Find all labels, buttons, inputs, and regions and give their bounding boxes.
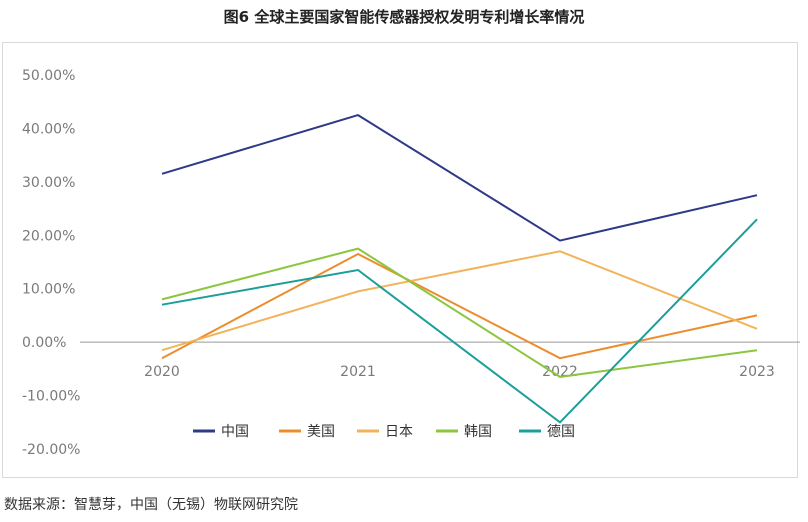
- y-tick-label: 30.00%: [22, 175, 75, 191]
- y-tick-label: 50.00%: [22, 68, 75, 84]
- legend-label: 德国: [547, 424, 575, 440]
- series-line-3: [161, 250, 758, 352]
- y-tick-label: 40.00%: [22, 121, 75, 137]
- y-tick-label: -20.00%: [22, 442, 80, 458]
- y-tick-label: 0.00%: [22, 335, 66, 351]
- data-source-note: 数据来源：智慧芽，中国（无锡）物联网研究院: [4, 497, 298, 513]
- y-tick-label: -10.00%: [22, 389, 80, 405]
- x-tick-label: 2023: [739, 364, 775, 380]
- x-tick-label: 2020: [144, 364, 180, 380]
- legend-label: 日本: [385, 424, 413, 440]
- legend-label: 中国: [221, 424, 249, 440]
- series-line-1: [161, 114, 758, 242]
- series-line-5: [161, 218, 758, 424]
- y-tick-label: 10.00%: [22, 282, 75, 298]
- legend-label: 韩国: [464, 424, 492, 440]
- chart-title: 图6 全球主要国家智能传感器授权发明专利增长率情况: [223, 8, 585, 26]
- legend-label: 美国: [307, 424, 335, 440]
- line-chart: -20.00% -10.00% 0.00% 10.00% 20.00% 30.00% 40.…: [22, 68, 800, 458]
- chart-frame: [2, 42, 798, 478]
- x-tick-label: 2021: [340, 364, 376, 380]
- series-line-4: [161, 247, 758, 378]
- y-tick-label: 20.00%: [22, 228, 75, 244]
- series-line-2: [161, 252, 758, 360]
